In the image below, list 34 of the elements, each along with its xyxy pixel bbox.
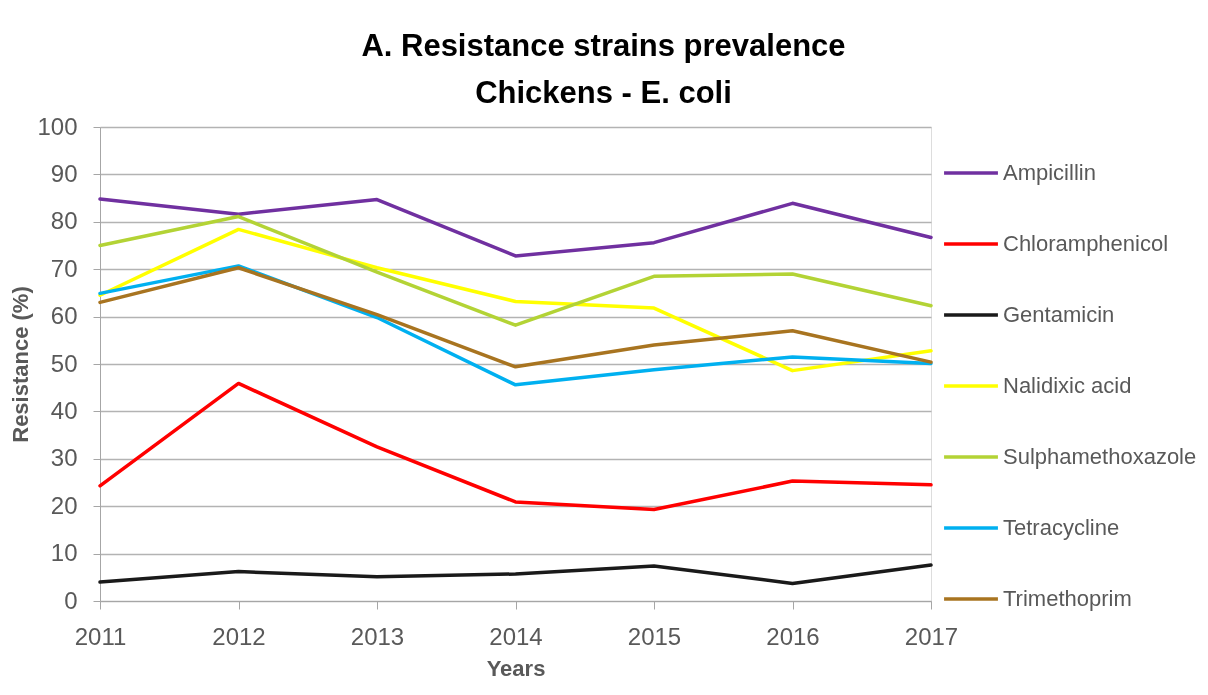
y-tick-label: 90: [50, 159, 78, 187]
y-tick-label: 100: [37, 112, 78, 140]
y-tick-label: 60: [50, 302, 78, 330]
x-axis-title: Years: [486, 655, 546, 681]
y-tick-label: 0: [64, 586, 78, 614]
legend-label: Ampicillin: [1003, 160, 1096, 185]
legend-label: Chloramphenicol: [1003, 231, 1169, 256]
x-tick-label: 2016: [766, 622, 820, 650]
line-series: [98, 214, 933, 327]
chart-title: A. Resistance strains prevalence: [361, 28, 846, 63]
x-tick-label: 2013: [350, 622, 405, 650]
legend-label: Gentamicin: [1003, 302, 1115, 327]
legend-label: Trimethoprim: [1003, 586, 1132, 611]
chart-subtitle: Chickens - E. coli: [475, 75, 732, 110]
y-tick-label: 40: [50, 396, 78, 424]
line-series: [98, 563, 933, 586]
x-tick-label: 2011: [74, 622, 127, 650]
legend-label: Tetracycline: [1003, 515, 1120, 540]
legend-label: Nalidixic acid: [1003, 373, 1132, 398]
legend-label: Sulphamethoxazole: [1003, 444, 1197, 469]
y-tick-label: 10: [50, 539, 78, 567]
y-tick-label: 80: [50, 207, 78, 235]
x-tick-label: 2012: [212, 622, 266, 650]
y-tick-label: 30: [50, 444, 78, 472]
line-series: [98, 266, 933, 369]
y-tick-label: 20: [50, 491, 78, 519]
x-tick-label: 2014: [489, 622, 543, 650]
y-tick-label: 50: [50, 349, 78, 377]
y-axis-title: Resistance (%): [8, 286, 34, 443]
x-tick-label: 2015: [627, 622, 682, 650]
y-tick-label: 70: [50, 254, 78, 282]
line-series: [98, 197, 933, 258]
x-tick-label: 2017: [904, 622, 959, 650]
line-series: [98, 381, 933, 512]
